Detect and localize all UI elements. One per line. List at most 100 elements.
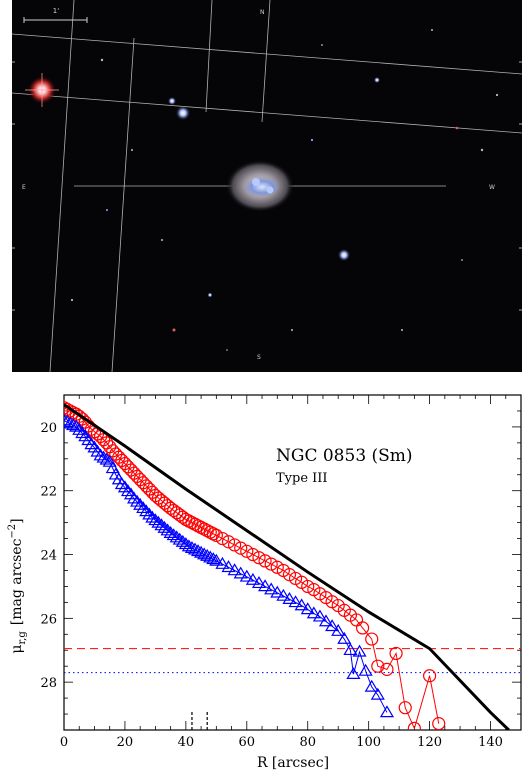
west-label: W: [489, 184, 495, 191]
g-band-point: [312, 609, 327, 622]
blue-star: [338, 249, 350, 261]
g-band-point: [294, 598, 309, 611]
g-band-point: [370, 687, 385, 700]
x-tick-label: 80: [299, 735, 316, 750]
g-band-point: [172, 532, 187, 545]
g-band-point: [78, 429, 93, 442]
series-group: [64, 401, 510, 730]
g-band-point: [264, 582, 279, 595]
y-axis-label-exponent: −2: [7, 524, 18, 539]
r-band-point: [270, 560, 284, 574]
south-label: S: [257, 354, 261, 361]
g-band-point: [142, 507, 157, 520]
g-band-point: [64, 416, 78, 429]
blue-star: [207, 292, 213, 298]
g-band-point: [127, 491, 142, 504]
g-band-point: [227, 563, 242, 576]
y-tick-label: 28: [40, 676, 57, 691]
g-band-point: [200, 548, 215, 561]
r-band-point: [252, 551, 266, 565]
y-axis-label: μr,g [mag arcsec−2]: [7, 518, 28, 653]
g-band-point: [245, 572, 260, 585]
g-band-point: [64, 413, 72, 426]
g-band-point: [120, 484, 136, 497]
x-tick-label: 100: [356, 735, 381, 750]
plot-axes: 0 20 40 60 80 100 120 140 20 22 24 26 28: [40, 394, 522, 750]
scale-bar-label: 1': [53, 7, 59, 15]
g-band-point: [96, 450, 111, 463]
y-axis-label-unit: [mag arcsec: [9, 538, 25, 625]
g-band-point: [276, 588, 291, 601]
g-band-point: [130, 494, 145, 507]
g-band-point: [194, 545, 209, 558]
y-axis-label-mu: μ: [9, 645, 25, 654]
y-tick-label: 22: [40, 485, 57, 500]
x-tick-label: 140: [478, 735, 503, 750]
g-band-point: [117, 480, 132, 493]
r-band-point: [398, 701, 412, 715]
g-band-point: [148, 513, 163, 526]
r-band-point: [215, 531, 230, 546]
r-band-point: [365, 632, 379, 646]
blue-star: [176, 106, 190, 120]
y-tick-label: 20: [40, 421, 57, 436]
g-band-point: [178, 537, 193, 550]
g-band-point: [160, 523, 175, 536]
chart-title: NGC 0853 (Sm): [276, 446, 413, 466]
tick-marks-frame: [12, 61, 522, 311]
g-band-point: [105, 461, 120, 474]
x-tick-label: 120: [417, 735, 442, 750]
g-band-point: [151, 515, 166, 528]
g-band-point: [197, 547, 212, 560]
r-band-point: [380, 662, 394, 676]
galaxy-image-panel: 1' N E W S: [12, 0, 522, 372]
r-band-point: [301, 579, 315, 594]
g-band-point: [102, 454, 117, 467]
fit-line: [64, 403, 510, 730]
g-band-point: [184, 540, 200, 553]
g-band-point: [331, 623, 346, 636]
g-band-point: [300, 602, 315, 615]
chart-labels: NGC 0853 (Sm) Type III R [arcsec] μr,g [m…: [7, 446, 413, 771]
y-axis-label-subscript: r,g: [17, 631, 28, 645]
g-band-point: [175, 534, 190, 547]
r-band-point: [228, 538, 242, 552]
g-band-point: [166, 528, 181, 541]
coordinate-grid: [12, 0, 522, 372]
r-band-point: [209, 528, 223, 542]
g-band-point: [90, 444, 105, 457]
g-band-point: [133, 497, 148, 510]
g-band-point: [203, 550, 218, 563]
g-band-point: [270, 585, 285, 598]
r-band-point: [423, 669, 437, 683]
faint-stars: [70, 29, 499, 351]
g-band-point: [318, 614, 334, 627]
r-band-point: [258, 554, 272, 568]
g-band-point: [215, 556, 230, 569]
g-band-point: [69, 419, 84, 432]
r-band-point: [240, 544, 254, 558]
bright-red-star: [25, 73, 59, 107]
r-band-point: [355, 621, 370, 635]
g-band-point: [343, 643, 358, 656]
g-band-point: [379, 705, 394, 718]
g-band-point: [288, 595, 303, 608]
g-band-point: [163, 525, 178, 538]
g-band-point: [258, 579, 273, 592]
y-tick-label: 26: [40, 612, 57, 627]
g-band-point: [346, 666, 361, 679]
g-band-point: [233, 566, 248, 579]
g-band-point: [325, 619, 340, 632]
x-tick-label: 20: [117, 735, 134, 750]
surface-brightness-profile-chart: 0 20 40 60 80 100 120 140 20 22 24 26 28 NGC 0853 (S…: [7, 394, 522, 771]
r-band-point: [389, 646, 403, 661]
g-band-point: [169, 530, 184, 543]
g-band-point: [191, 544, 206, 557]
x-axis-label: R [arcsec]: [257, 755, 329, 771]
g-band-point: [282, 592, 297, 604]
chart-subtitle: Type III: [276, 471, 328, 486]
g-band-point: [187, 542, 203, 555]
g-band-point: [139, 504, 154, 517]
g-band-point: [99, 452, 114, 465]
scale-bar: 1': [23, 7, 88, 23]
